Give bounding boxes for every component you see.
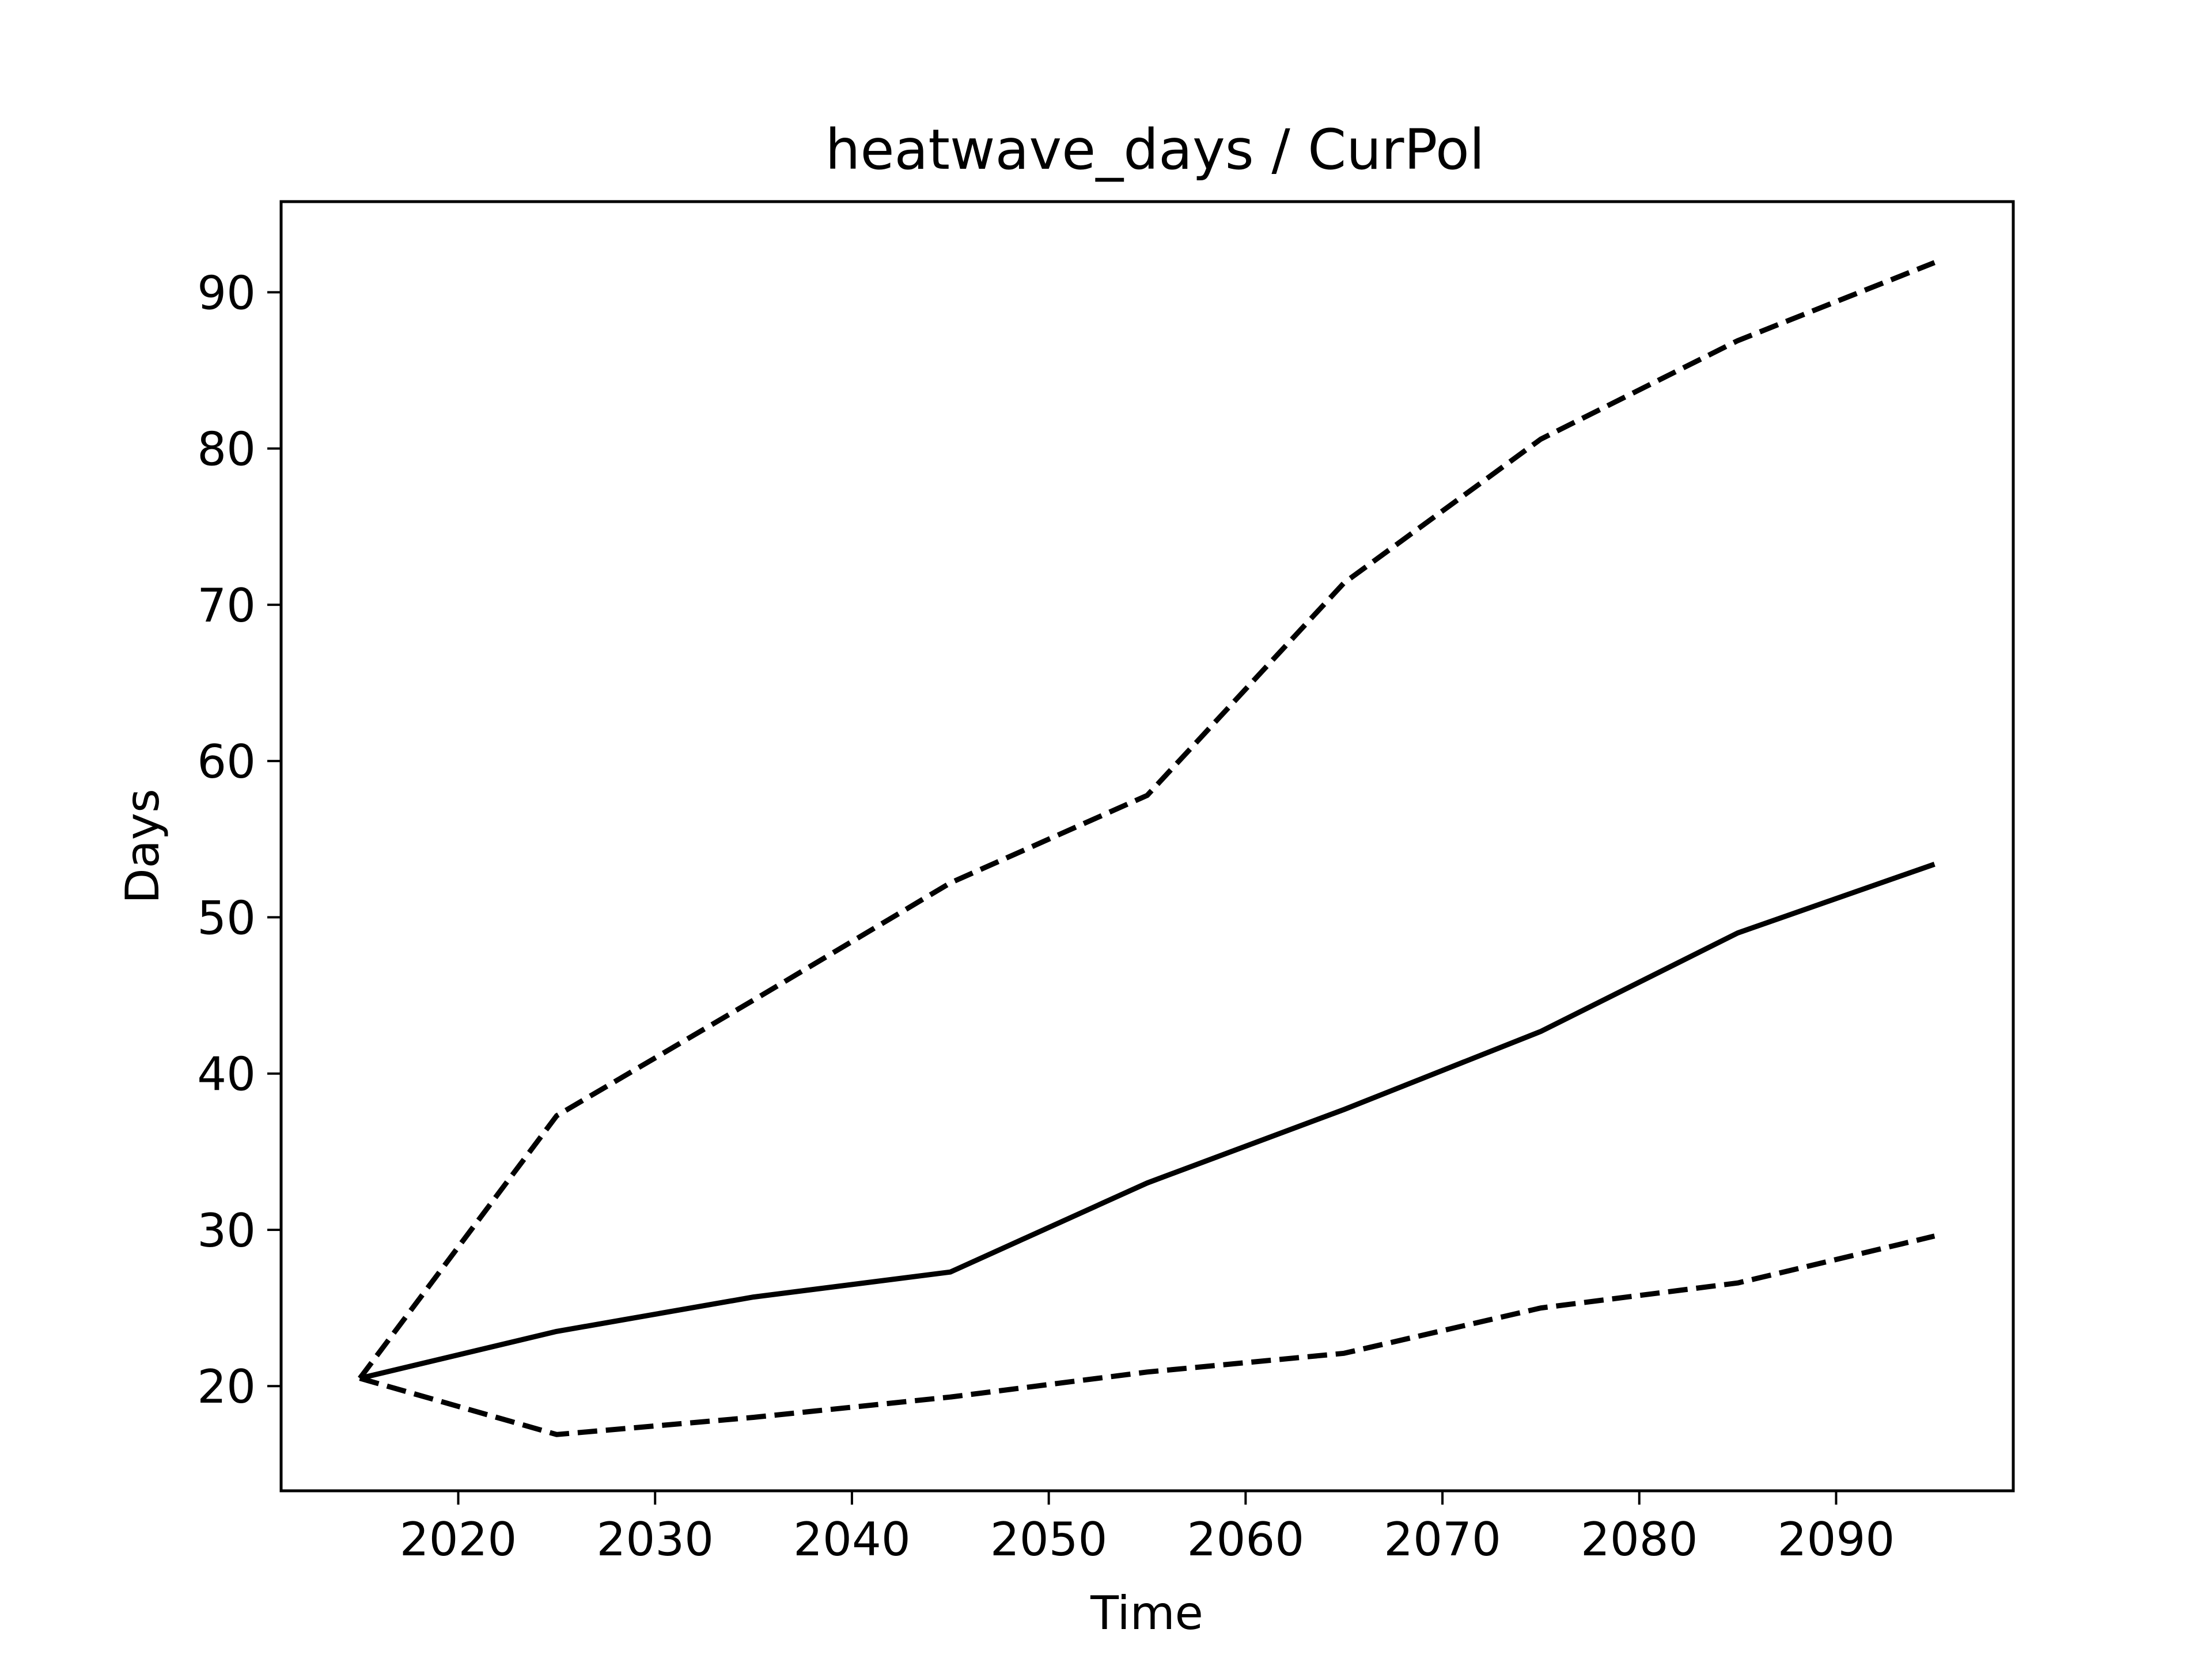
x-tick-label: 2050 — [990, 1513, 1108, 1566]
y-tick-label: 60 — [197, 735, 256, 789]
x-tick-label: 2070 — [1384, 1513, 1501, 1566]
x-tick-label: 2090 — [1778, 1513, 1895, 1566]
x-tick-label: 2080 — [1581, 1513, 1698, 1566]
series-line-3 — [359, 1233, 1936, 1437]
x-tick-label: 2020 — [400, 1513, 517, 1566]
series-line-1 — [359, 861, 1936, 1381]
x-tick-label: 2040 — [793, 1513, 911, 1566]
y-tick-label: 80 — [197, 423, 256, 476]
y-axis-label: Days — [116, 789, 169, 904]
x-tick-label: 2030 — [596, 1513, 714, 1566]
series-layer — [358, 260, 1936, 1437]
y-tick-label: 40 — [197, 1048, 256, 1101]
y-tick-label: 50 — [197, 891, 256, 945]
plot-frame — [279, 200, 2015, 1493]
x-tick-label: 2060 — [1187, 1513, 1305, 1566]
y-tick-label: 70 — [197, 579, 256, 632]
y-tick-label: 20 — [197, 1360, 256, 1414]
x-axis-label: Time — [1090, 1586, 1203, 1640]
chart-title: heatwave_days / CurPol — [825, 118, 1485, 182]
y-axis: 20 30 40 50 60 70 80 90 — [197, 266, 281, 1414]
series-line-2 — [358, 260, 1936, 1380]
y-tick-label: 30 — [197, 1204, 256, 1257]
x-axis: 2020 2030 2040 2050 2060 2070 2080 2090 — [400, 1491, 1895, 1566]
y-tick-label: 90 — [197, 266, 256, 320]
